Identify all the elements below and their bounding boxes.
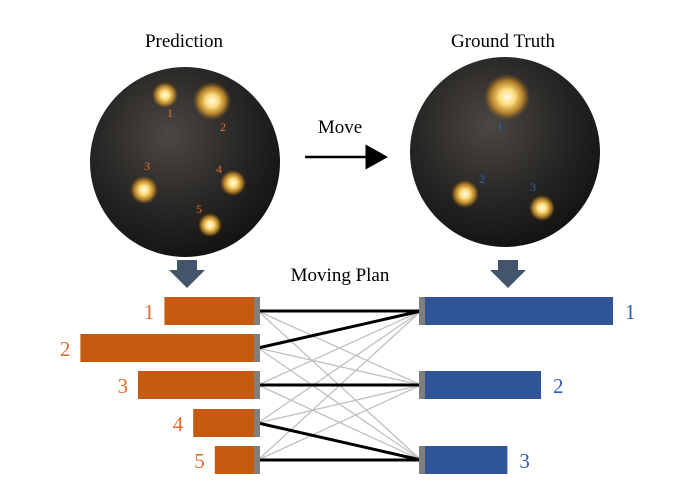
prediction-light-4	[220, 170, 246, 196]
prediction-bar-label-3: 3	[118, 374, 129, 398]
prediction-light-3	[130, 176, 158, 204]
prediction-bar-3	[138, 371, 258, 399]
prediction-light-2	[193, 82, 231, 120]
prediction-bar-port	[254, 297, 260, 325]
ground-truth-sphere: 1 2 3	[410, 57, 600, 247]
ground-truth-bar-1	[421, 297, 613, 325]
prediction-title: Prediction	[145, 31, 224, 52]
prediction-light-label-3: 3	[144, 159, 150, 173]
prediction-bar-port	[254, 446, 260, 474]
prediction-light-5	[198, 213, 222, 237]
strong-link	[257, 309, 422, 350]
strong-link	[257, 421, 422, 462]
weak-link	[257, 310, 422, 386]
prediction-light-label-4: 4	[216, 162, 222, 176]
ground-truth-light-1	[484, 74, 530, 120]
prediction-bar-port	[254, 334, 260, 362]
ground-truth-bar-label-1: 1	[625, 300, 636, 324]
ground-truth-bar-3	[421, 446, 508, 474]
prediction-down-arrow	[169, 260, 205, 288]
matching-links	[257, 309, 422, 462]
ground-truth-bar-port	[419, 297, 425, 325]
prediction-sphere: 1 2 3 4 5	[90, 67, 280, 257]
ground-truth-light-3	[529, 195, 555, 221]
ground-truth-bars: 1 2 3	[419, 297, 636, 474]
ground-truth-bar-label-3: 3	[519, 449, 530, 473]
ground-truth-bar-port	[419, 446, 425, 474]
prediction-bar-1	[164, 297, 258, 325]
prediction-bar-label-5: 5	[194, 449, 205, 473]
prediction-light-1	[152, 82, 178, 108]
prediction-bar-5	[214, 446, 258, 474]
ground-truth-title: Ground Truth	[451, 31, 555, 52]
prediction-light-label-1: 1	[167, 106, 173, 120]
weak-link	[257, 310, 422, 424]
ground-truth-light-2	[451, 180, 479, 208]
ground-truth-down-arrow	[490, 260, 526, 288]
ground-truth-light-label-2: 2	[479, 172, 485, 186]
prediction-bar-port	[254, 371, 260, 399]
prediction-bar-label-4: 4	[173, 412, 184, 436]
weak-link	[257, 384, 422, 424]
prediction-light-label-5: 5	[196, 202, 202, 216]
move-label: Move	[318, 117, 362, 138]
ground-truth-bar-label-2: 2	[553, 374, 564, 398]
prediction-bar-2	[80, 334, 259, 362]
weak-link	[257, 384, 422, 461]
ground-truth-light-label-1: 1	[497, 119, 503, 133]
prediction-bar-4	[193, 409, 258, 437]
prediction-bar-port	[254, 409, 260, 437]
prediction-bars: 1 2 3 45	[60, 297, 260, 474]
ground-truth-light-label-3: 3	[530, 180, 536, 194]
moving-plan-title: Moving Plan	[291, 265, 390, 286]
prediction-bar-label-2: 2	[60, 337, 71, 361]
prediction-bar-label-1: 1	[144, 300, 155, 324]
ground-truth-bar-2	[421, 371, 541, 399]
ground-truth-bar-port	[419, 371, 425, 399]
prediction-light-label-2: 2	[220, 120, 226, 134]
